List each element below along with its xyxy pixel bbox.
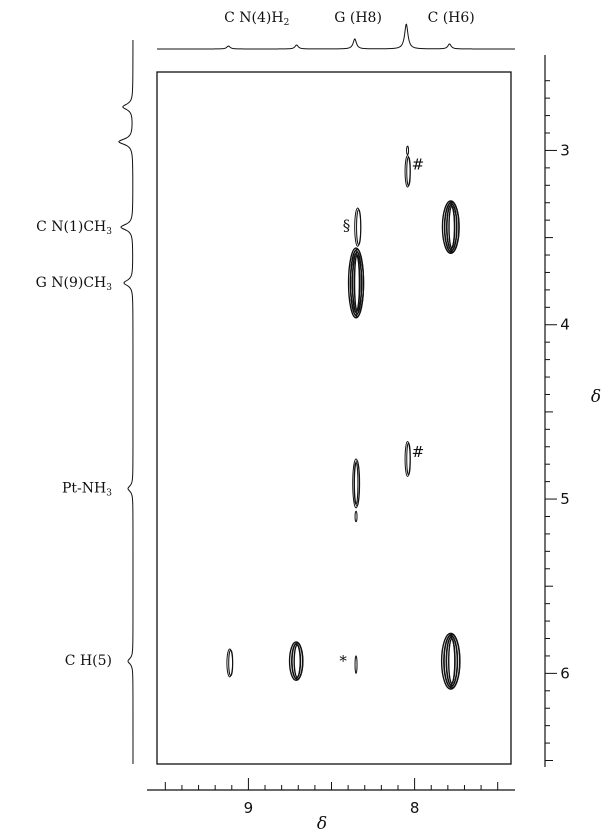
cross-peak-contour [356, 209, 362, 246]
cross-peak-contour [354, 510, 358, 523]
left-projection-label: Pt-NH3 [62, 481, 112, 499]
cross-peak-contour [406, 442, 411, 476]
cross-peak-contour [293, 644, 301, 678]
cross-peak [406, 145, 410, 156]
cross-peak-contour [228, 649, 234, 677]
cross-peak [441, 200, 460, 254]
top-projection-label: G (H8) [334, 10, 382, 26]
cross-peaks [226, 145, 461, 690]
top-spectrum-trace [157, 23, 515, 50]
peak-annotation: * [339, 652, 347, 670]
cross-peak-contour [448, 638, 456, 685]
cross-peak-contour [226, 648, 234, 678]
peak-annotation: § [343, 216, 351, 234]
top-projection-label: C (H6) [428, 10, 475, 26]
left-projection-label: G N(9)CH3 [36, 275, 113, 293]
top-projection-spectrum [157, 23, 515, 50]
cross-peak [354, 655, 358, 674]
y-tick-label: 5 [560, 490, 570, 508]
y-axis: 3 4 5 6 [544, 55, 570, 767]
cross-peak-contour [353, 254, 361, 312]
x-axis-title: δ [317, 814, 327, 834]
cross-peak [440, 632, 461, 690]
cross-peak [352, 458, 361, 509]
y-tick-label: 4 [560, 316, 570, 334]
x-tick-label: 9 [244, 799, 254, 817]
x-tick-label: 8 [410, 799, 420, 817]
cross-peak [354, 207, 362, 247]
cross-peak-contour [354, 655, 358, 674]
peak-annotation: # [412, 443, 425, 461]
left-projection-label: C H(5) [65, 653, 112, 669]
peak-annotations: # § # * [339, 155, 424, 670]
left-projection-spectrum [118, 40, 134, 764]
cross-peak [404, 441, 411, 477]
y-tick-label: 6 [560, 664, 570, 682]
cross-peak-contour [353, 461, 359, 506]
cross-peak [347, 247, 365, 319]
cross-peak-contour [406, 156, 411, 187]
top-projection-labels: C N(4)H2 G (H8) C (H6) [224, 10, 475, 28]
cross-peak-contour [406, 145, 410, 156]
left-projection-labels: C N(1)CH3 G N(9)CH3 Pt-NH3 C H(5) [36, 219, 113, 669]
cross-peak [404, 155, 411, 188]
plot-frame [156, 71, 512, 765]
peak-annotation: # [412, 155, 425, 173]
left-projection-label: C N(1)CH3 [36, 219, 112, 237]
cross-peak [354, 510, 358, 523]
top-projection-label: C N(4)H2 [224, 10, 289, 28]
cross-peak [288, 641, 304, 682]
cross-peak-contour [448, 205, 456, 249]
left-spectrum-trace [118, 40, 134, 764]
y-axis-title: δ [591, 387, 601, 407]
y-tick-label: 3 [560, 141, 570, 159]
cross-peak [226, 648, 234, 678]
